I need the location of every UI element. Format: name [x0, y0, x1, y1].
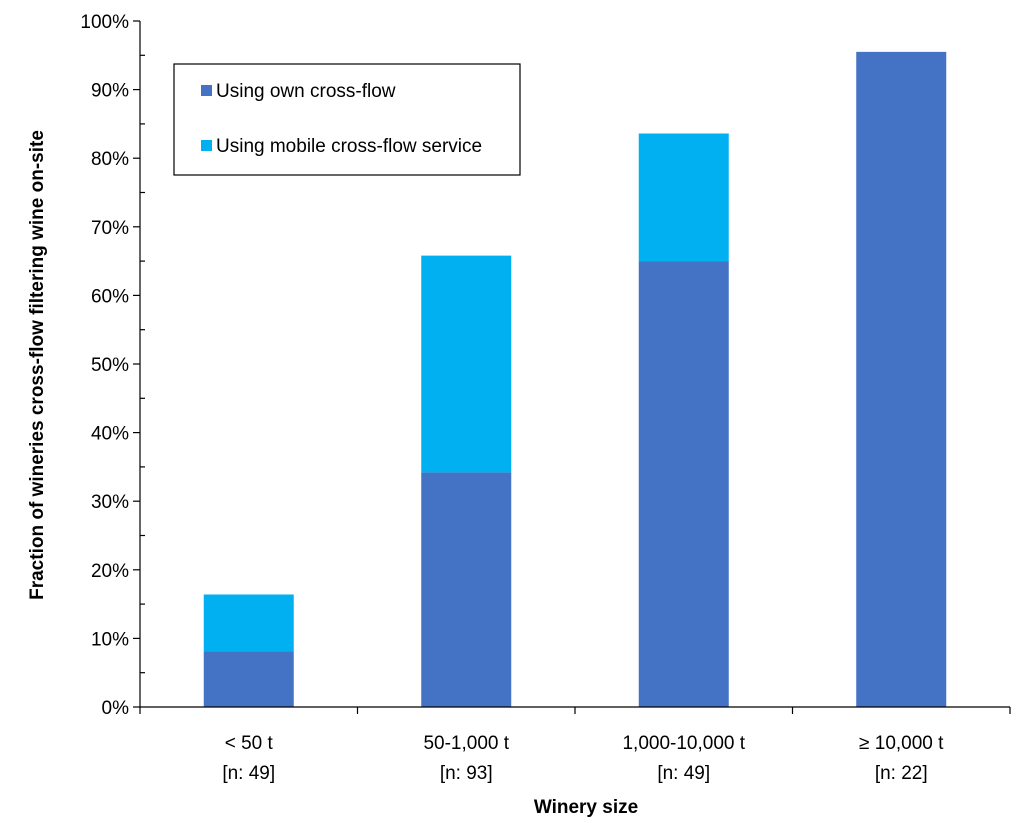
- x-tick-sublabel: [n: 49]: [657, 763, 710, 784]
- legend-swatch-mobile: [201, 140, 212, 151]
- x-axis: < 50 t [n: 49] 50-1,000 t [n: 93] 1,000-10,0…: [139, 706, 1011, 784]
- x-tick-sublabel: [n: 93]: [440, 763, 493, 784]
- y-tick-label: 30%: [91, 492, 129, 513]
- y-tick-label: 100%: [80, 12, 129, 33]
- bar-segment-mobile: [203, 594, 294, 652]
- y-tick-label: 60%: [91, 286, 129, 307]
- y-tick-label: 90%: [91, 81, 129, 102]
- bar-segment-own: [421, 472, 512, 707]
- legend-swatch-own: [201, 85, 212, 96]
- x-tick-label: 50-1,000 t: [423, 733, 509, 754]
- y-axis-title: Fraction of wineries cross-flow filterin…: [27, 130, 48, 600]
- legend-label-own: Using own cross-flow: [216, 81, 396, 102]
- y-tick-label: 10%: [91, 629, 129, 650]
- x-tick-label: ≥ 10,000 t: [859, 733, 944, 754]
- x-axis-title: Winery size: [534, 797, 638, 818]
- x-tick-sublabel: [n: 22]: [875, 763, 928, 784]
- bar-segment-own: [203, 651, 294, 707]
- y-tick-label: 80%: [91, 149, 129, 170]
- legend-label-mobile: Using mobile cross-flow service: [216, 136, 482, 157]
- bar-segment-mobile: [421, 255, 512, 473]
- bar-segment-own: [638, 261, 729, 707]
- x-tick-label: 1,000-10,000 t: [622, 733, 745, 754]
- legend-frame: [173, 63, 521, 176]
- y-axis: 0% 10% 20% 30% 40% 50% 60% 70% 80% 90% 100%: [80, 12, 145, 719]
- bars: [203, 51, 947, 708]
- legend: Using own cross-flow Using mobile cross-…: [173, 63, 521, 176]
- y-tick-label: 40%: [91, 424, 129, 445]
- y-tick-label: 50%: [91, 355, 129, 376]
- y-tick-label: 0%: [102, 698, 130, 719]
- y-tick-label: 70%: [91, 218, 129, 239]
- x-tick-label: < 50 t: [225, 733, 274, 754]
- x-tick-sublabel: [n: 49]: [222, 763, 275, 784]
- bar-segment-own: [856, 51, 947, 708]
- y-tick-label: 20%: [91, 561, 129, 582]
- bar-segment-mobile: [638, 133, 729, 262]
